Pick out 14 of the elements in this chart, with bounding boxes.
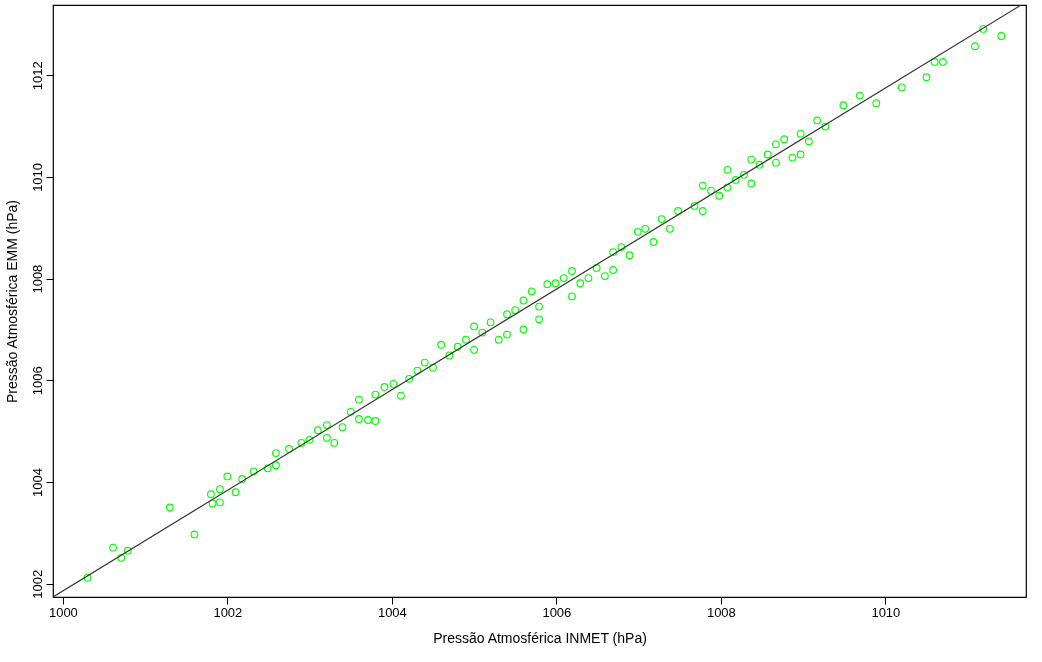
x-tick-label: 1010 bbox=[871, 604, 901, 620]
x-tick-label: 1000 bbox=[48, 604, 78, 620]
x-tick-label: 1002 bbox=[213, 604, 243, 620]
y-tick-label: 1010 bbox=[29, 162, 45, 192]
x-axis-title: Pressão Atmosférica INMET (hPa) bbox=[433, 629, 647, 646]
x-tick-label: 1004 bbox=[377, 604, 407, 620]
y-tick-label: 1006 bbox=[29, 366, 45, 396]
y-tick-label: 1008 bbox=[29, 264, 45, 294]
y-axis-title: Pressão Atmosférica EMM (hPa) bbox=[3, 199, 20, 404]
y-tick-label: 1002 bbox=[29, 569, 45, 599]
y-tick-label: 1004 bbox=[29, 468, 45, 498]
y-tick-label: 1012 bbox=[29, 61, 45, 91]
x-tick-label: 1006 bbox=[542, 604, 572, 620]
x-tick-label: 1008 bbox=[706, 604, 736, 620]
